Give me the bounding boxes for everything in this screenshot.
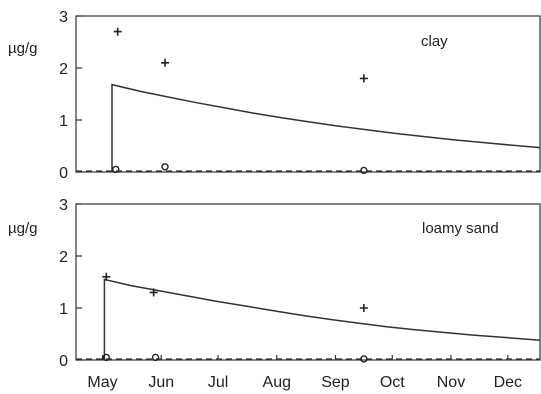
x-tick-label: Jul [208, 374, 228, 391]
data-marks [76, 272, 541, 363]
y-tick-label: 0 [59, 165, 68, 182]
solid-series-line [111, 83, 541, 172]
x-tick-label: Nov [437, 374, 465, 391]
y-tick-label: 1 [59, 301, 68, 318]
circle-marker [360, 355, 368, 363]
circle-marker [360, 166, 368, 175]
y-tick-label: 1 [59, 113, 68, 130]
solid-series-line [103, 278, 541, 360]
x-tick-label: Sep [321, 374, 350, 391]
plus-marker [359, 304, 368, 312]
axis-ticks: 0 1 2 3 May Jun Jul Aug Sep Oct Nov Dec [59, 197, 522, 391]
circle-marker [102, 353, 111, 362]
plus-marker [113, 27, 122, 36]
x-tick-label: May [87, 374, 117, 391]
panel-label: loamy sand [422, 220, 499, 237]
axis-ticks: 0 1 2 3 [59, 9, 82, 182]
y-tick-label: 0 [59, 353, 68, 370]
plot-frame [75, 15, 541, 173]
y-axis-label: µg/g [8, 220, 38, 237]
circle-marker [151, 353, 160, 362]
x-tick-label: Jun [148, 374, 174, 391]
y-axis-label: µg/g [8, 40, 38, 57]
chart-panel-clay: µg/g clay 0 1 2 3 [8, 9, 541, 182]
circle-marker [161, 163, 169, 171]
plot-frame [75, 203, 541, 361]
y-tick-label: 2 [59, 249, 68, 266]
y-tick-label: 2 [59, 61, 68, 78]
panel-label: clay [421, 33, 448, 50]
chart-panel-loamy-sand: µg/g loamy sand 0 1 2 3 May Jun Jul Aug Sep Oct No… [8, 197, 541, 391]
plus-marker [359, 74, 368, 83]
data-marks [76, 27, 541, 175]
x-tick-label: Oct [380, 374, 405, 391]
y-tick-label: 3 [59, 9, 68, 26]
plus-marker [161, 58, 170, 67]
x-tick-label: Dec [494, 374, 522, 391]
circle-marker [112, 165, 120, 174]
y-tick-label: 3 [59, 197, 68, 214]
plus-marker [102, 272, 111, 281]
plus-marker [149, 288, 158, 297]
x-tick-label: Aug [263, 374, 291, 391]
